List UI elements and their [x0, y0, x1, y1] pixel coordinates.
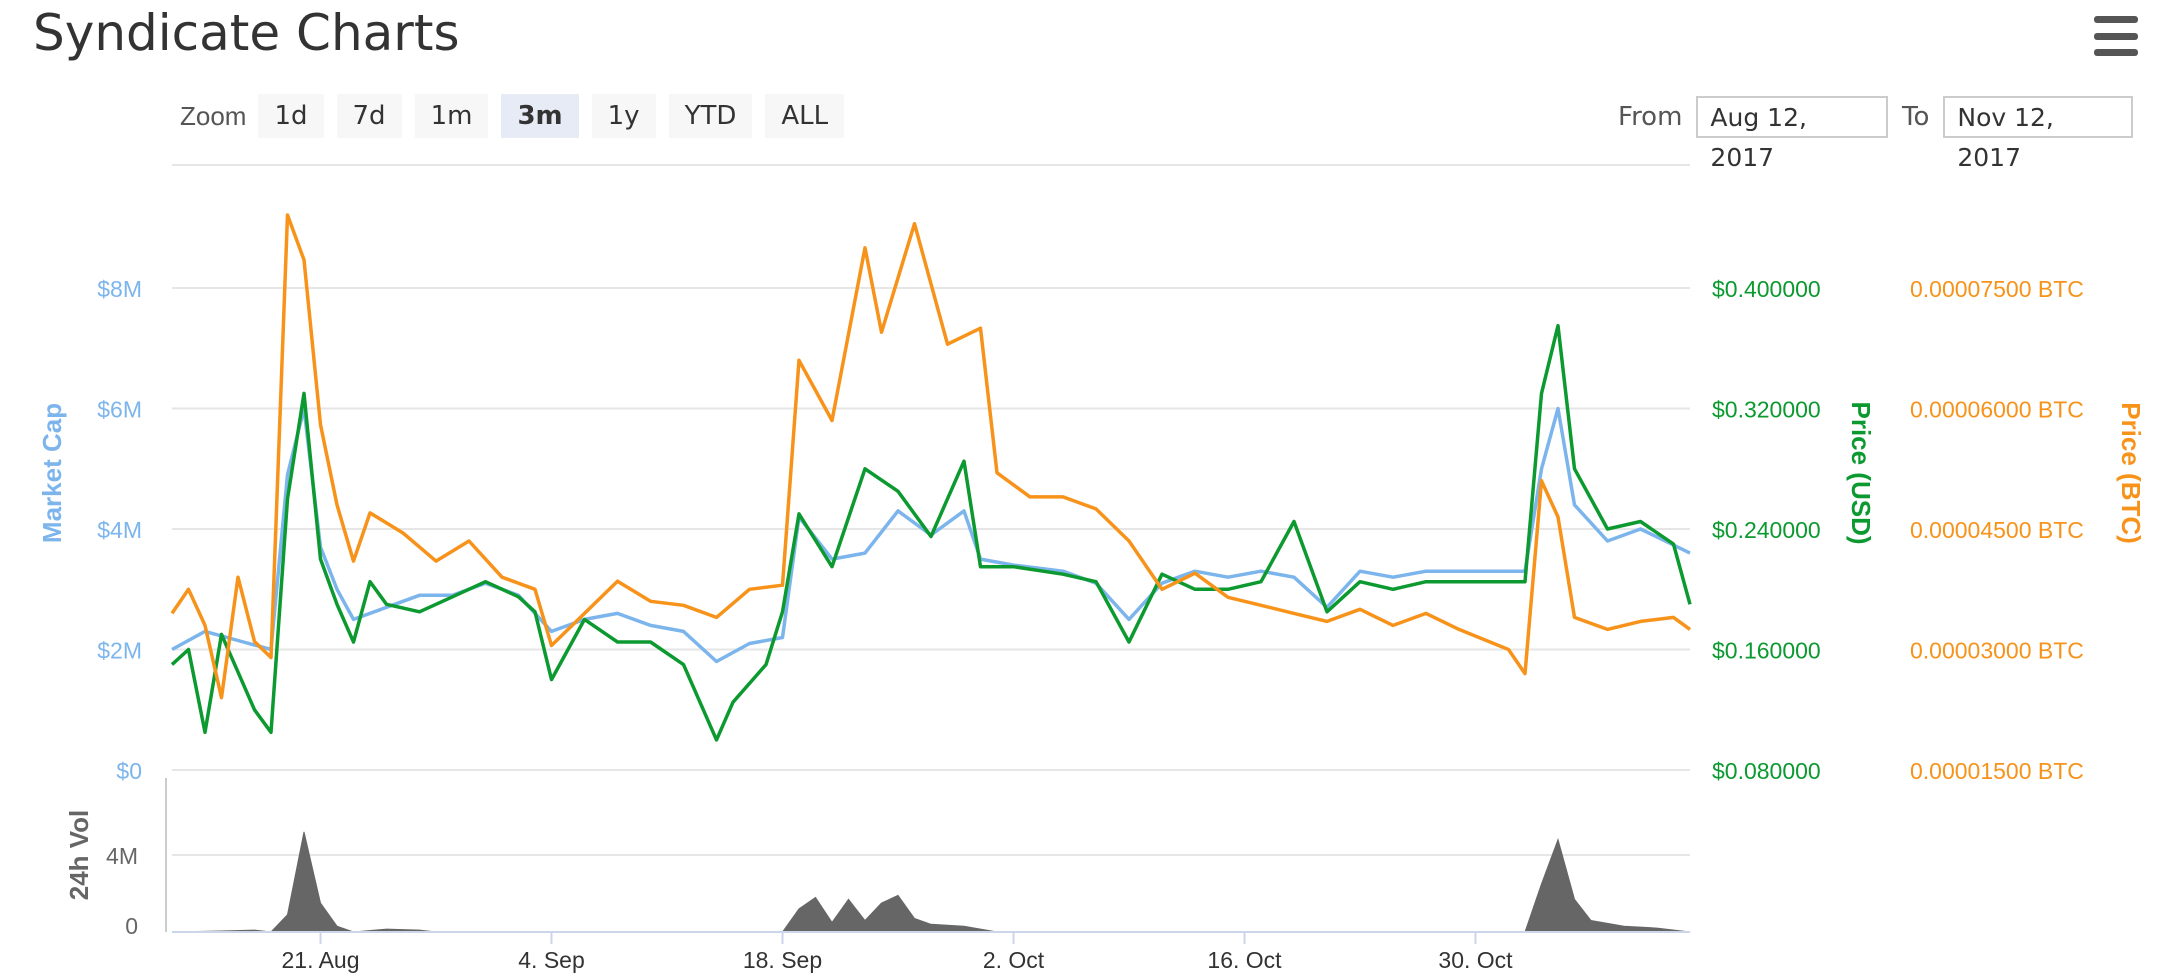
- zoom-button-1d[interactable]: 1d: [258, 94, 324, 138]
- zoom-button-ytd[interactable]: YTD: [668, 94, 753, 138]
- zoom-button-all[interactable]: ALL: [765, 94, 845, 138]
- x-tick-label: 18. Sep: [743, 947, 822, 973]
- price-btc-tick-label: 0.00003000 BTC: [1910, 638, 2084, 664]
- zoom-button-1y[interactable]: 1y: [591, 94, 656, 138]
- from-label: From: [1618, 102, 1683, 132]
- price-usd-tick-label: $0.240000: [1712, 517, 1821, 543]
- zoom-label: Zoom: [180, 100, 247, 131]
- price-usd-tick-label: $0.400000: [1712, 276, 1821, 302]
- zoom-bar: Zoom 1d 7d 1m 3m 1y YTD ALL: [180, 94, 857, 138]
- to-label: To: [1902, 102, 1930, 132]
- price-btc-tick-label: 0.00001500 BTC: [1910, 758, 2084, 784]
- from-date-input[interactable]: Aug 12, 2017: [1696, 96, 1889, 172]
- axis-labels: $0 $0.080000 0.00001500 BTC $2M $0.160000 0.0…: [37, 276, 2146, 973]
- menu-bar: [2094, 16, 2138, 23]
- price-usd-line: [170, 323, 1692, 742]
- market-cap-tick-label: $4M: [97, 517, 142, 543]
- to-range: To Nov 12, 2017: [1902, 96, 2134, 172]
- price-btc-tick-label: 0.00007500 BTC: [1910, 276, 2084, 302]
- market-cap-tick-label: $2M: [97, 638, 142, 664]
- market-cap-tick-label: $6M: [97, 397, 142, 423]
- x-tick-label: 2. Oct: [983, 947, 1045, 973]
- from-range: From Aug 12, 2017: [1618, 96, 1889, 172]
- volume-area: [171, 831, 1691, 933]
- price-usd-tick-label: $0.160000: [1712, 638, 1821, 664]
- price-btc-axis-title: Price (BTC): [2116, 402, 2146, 544]
- x-tick-label: 16. Oct: [1207, 947, 1282, 973]
- grid-lines: [172, 164, 1690, 856]
- price-btc-tick-label: 0.00004500 BTC: [1910, 517, 2084, 543]
- menu-bar: [2094, 32, 2138, 40]
- zoom-button-3m[interactable]: 3m: [501, 94, 579, 138]
- to-date-input[interactable]: Nov 12, 2017: [1943, 96, 2134, 172]
- x-tick-label: 21. Aug: [281, 947, 359, 973]
- x-tick-label: 4. Sep: [518, 947, 585, 973]
- zoom-button-1m[interactable]: 1m: [414, 94, 489, 138]
- market-cap-tick-label: $8M: [97, 276, 142, 302]
- volume-tick-label: 0: [125, 913, 138, 939]
- menu-bar: [2094, 49, 2138, 56]
- volume-tick-label: 4M: [106, 843, 138, 869]
- market-cap-tick-label: $0: [116, 758, 142, 784]
- zoom-button-7d[interactable]: 7d: [336, 94, 402, 138]
- price-usd-axis-title: Price (USD): [1846, 401, 1876, 544]
- price-usd-tick-label: $0.320000: [1712, 397, 1821, 423]
- hamburger-menu-icon[interactable]: [2094, 16, 2138, 56]
- x-tick-label: 30. Oct: [1438, 947, 1513, 973]
- volume-axis-title: 24h Vol: [64, 810, 94, 901]
- price-series: [170, 213, 1692, 742]
- volume-series: [171, 831, 1691, 933]
- page-title: Syndicate Charts: [33, 4, 460, 62]
- price-btc-tick-label: 0.00006000 BTC: [1910, 397, 2084, 423]
- price-usd-tick-label: $0.080000: [1712, 758, 1821, 784]
- axes: [165, 778, 1690, 944]
- market-cap-axis-title: Market Cap: [37, 403, 67, 543]
- price-btc-line: [170, 213, 1692, 700]
